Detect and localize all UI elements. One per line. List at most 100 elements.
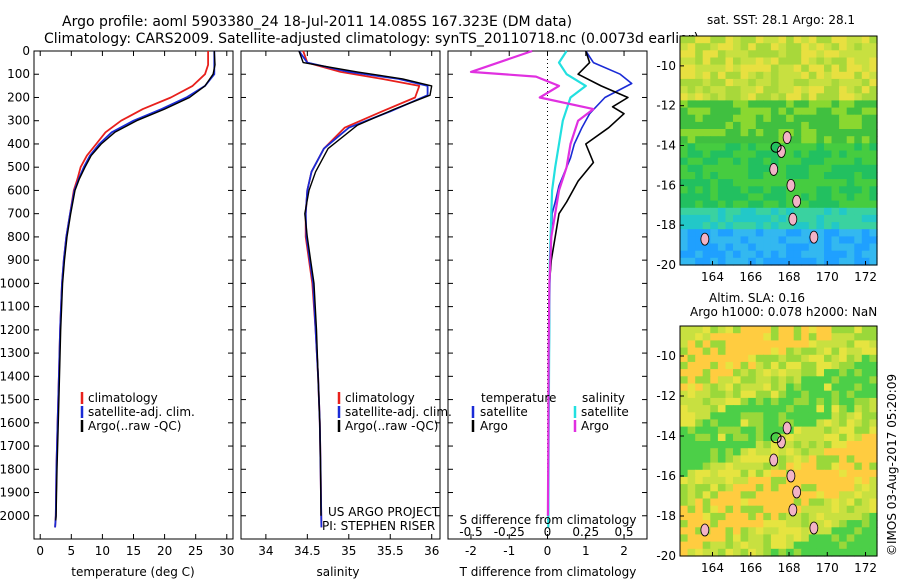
map-cell: [824, 333, 833, 341]
map-cell: [710, 229, 719, 237]
map-cell: [831, 441, 840, 449]
map-cell: [846, 250, 855, 259]
map-cell: [793, 179, 802, 187]
map-cell: [740, 43, 749, 51]
map-cell: [824, 50, 833, 59]
map-cell: [702, 455, 711, 464]
map-cell: [680, 347, 689, 356]
map-cell: [687, 114, 696, 123]
map-cell: [824, 207, 833, 216]
map-cell: [717, 469, 727, 478]
map-cell: [869, 193, 878, 202]
map-cell: [786, 527, 795, 536]
map-cell: [748, 512, 757, 521]
map-cell: [816, 114, 825, 123]
map-cell: [808, 433, 817, 442]
map-cell: [755, 512, 764, 521]
map-cell: [770, 383, 780, 392]
map-cell: [695, 484, 704, 492]
map-cell: [801, 64, 810, 73]
map-cell: [869, 93, 878, 102]
map-cell: [770, 491, 780, 500]
map-cell: [854, 243, 863, 252]
map-cell: [824, 136, 833, 144]
map-cell: [869, 250, 878, 259]
map-cell: [725, 243, 734, 252]
map-y-tick-label: -18: [656, 509, 676, 523]
map-cell: [687, 412, 696, 421]
map-cell: [824, 426, 833, 435]
map-cell: [770, 150, 780, 159]
map-cell: [695, 383, 704, 392]
map-cell: [680, 361, 689, 370]
map-cell: [808, 412, 817, 421]
map-cell: [740, 107, 749, 116]
map-cell: [816, 527, 825, 536]
map-x-tick-label: 166: [739, 561, 762, 575]
map-cell: [861, 512, 870, 521]
temperature-plot: 0 5 10 15 20 25 300100200300400500600700800900…: [0, 44, 234, 558]
map-cell: [695, 376, 704, 385]
map-cell: [854, 136, 863, 144]
map-cell: [687, 469, 696, 478]
map-cell: [861, 78, 870, 87]
map-cell: [861, 222, 870, 230]
map-cell: [695, 179, 704, 187]
map-cell: [695, 78, 704, 87]
map-cell: [846, 326, 855, 334]
map-cell: [695, 93, 704, 102]
map-cell: [793, 107, 802, 116]
map-cell: [831, 86, 840, 94]
map-cell: [854, 214, 863, 223]
map-cell: [854, 229, 863, 237]
map-cell: [687, 476, 696, 485]
map-cell: [770, 222, 780, 230]
map-cell: [839, 243, 848, 252]
map-cell: [680, 354, 689, 363]
map-cell: [755, 433, 764, 442]
map-cell: [839, 71, 848, 80]
map-cell: [861, 390, 870, 399]
map-cell: [755, 333, 764, 341]
map-cell: [786, 93, 795, 102]
map-cell: [725, 512, 734, 521]
map-cell: [793, 71, 802, 80]
map-cell: [793, 448, 802, 456]
map-cell: [801, 361, 810, 370]
map-cell: [854, 354, 863, 363]
map-cell: [755, 361, 764, 370]
map-cell: [717, 150, 727, 159]
map-cell: [839, 448, 848, 456]
map-cell: [680, 164, 689, 173]
map-cell: [846, 534, 855, 543]
map-cell: [854, 64, 863, 73]
map-cell: [816, 397, 825, 406]
map-cell: [869, 114, 878, 123]
map-cell: [733, 376, 742, 385]
map-cell: [680, 43, 689, 51]
map-cell: [733, 498, 742, 507]
map-cell: [869, 340, 878, 349]
map-cell: [846, 419, 855, 428]
map-cell: [695, 100, 704, 109]
map-cell: [695, 541, 704, 550]
map-cell: [763, 462, 772, 471]
map-cell: [861, 214, 870, 223]
map-cell: [717, 164, 727, 173]
map-cell: [854, 71, 863, 80]
map-cell: [733, 433, 742, 442]
map-cell: [733, 469, 742, 478]
map-cell: [710, 157, 719, 166]
map-cell: [725, 419, 734, 428]
map-cell: [763, 520, 772, 528]
map-cell: [755, 172, 764, 180]
map-cell: [725, 222, 734, 230]
map-cell: [755, 405, 764, 413]
legend-label-satellite: satellite-adj. clim.: [345, 405, 452, 419]
map-cell: [680, 426, 689, 435]
map-cell: [824, 448, 833, 456]
sla-map-subtitle: Argo h1000: 0.078 h2000: NaN: [690, 305, 877, 319]
map-cell: [846, 43, 855, 51]
map-cell: [778, 369, 787, 377]
